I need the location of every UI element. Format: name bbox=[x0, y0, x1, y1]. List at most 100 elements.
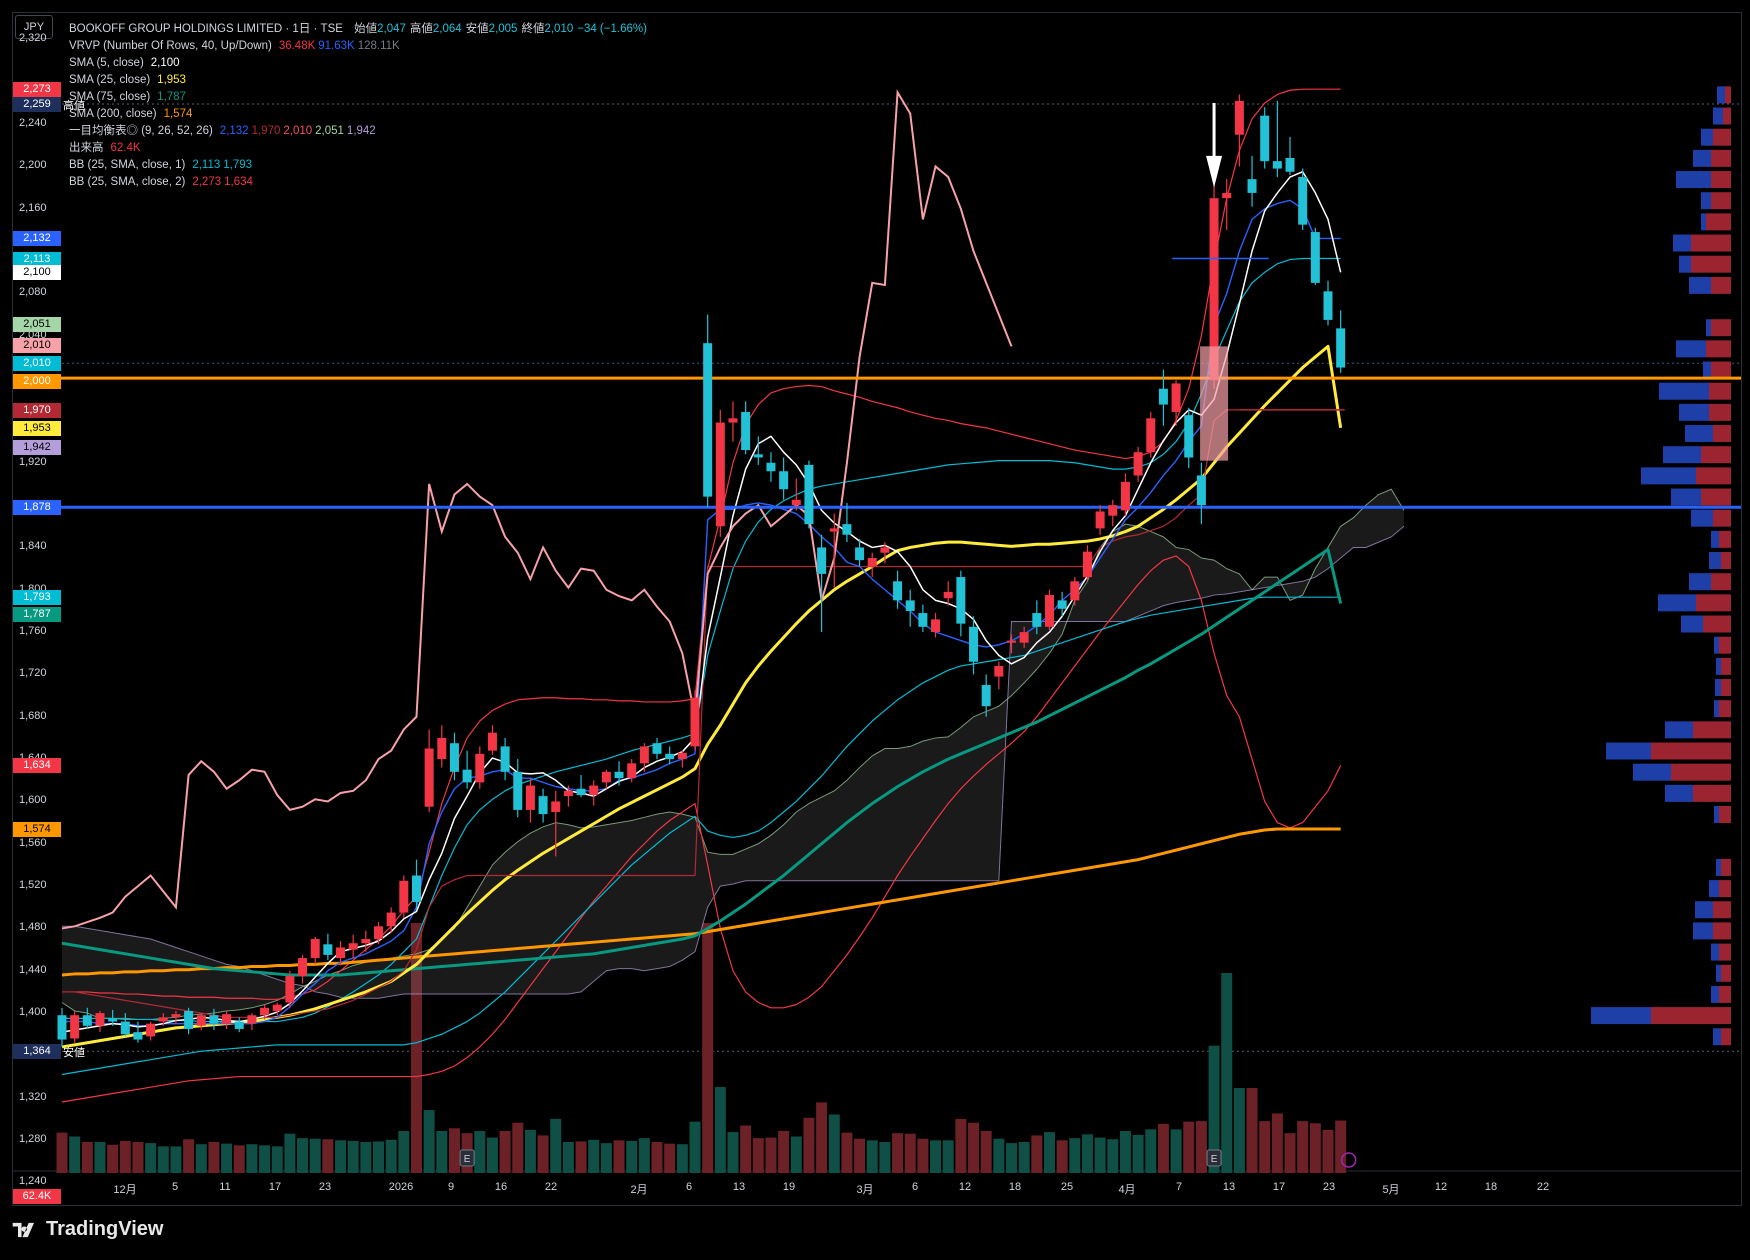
candle-body bbox=[298, 958, 308, 977]
candle-body bbox=[399, 880, 409, 913]
candle-body bbox=[551, 801, 561, 813]
price-tick-label: 1,840 bbox=[19, 540, 47, 553]
price-tick-label: 1,560 bbox=[19, 836, 47, 849]
price-tick-label: 1,440 bbox=[19, 963, 47, 976]
volume-bar bbox=[866, 1140, 878, 1173]
time-tick-label: 11 bbox=[219, 1181, 231, 1193]
candle-body bbox=[791, 499, 801, 506]
price-tag: 1,970 bbox=[13, 402, 61, 418]
indicator-lines bbox=[61, 88, 1343, 1103]
tradingview-logo[interactable]: TradingView bbox=[12, 1218, 163, 1241]
price-tag: 2,132 bbox=[13, 231, 61, 247]
horizontal-lines bbox=[57, 376, 1741, 509]
candle-body bbox=[728, 418, 738, 423]
volume-bar bbox=[373, 1141, 384, 1173]
profile-up-bar bbox=[1665, 784, 1693, 802]
profile-down-bar bbox=[1711, 192, 1731, 210]
profile-down-bar bbox=[1721, 858, 1731, 876]
indicator-name: SMA (25, close) bbox=[69, 74, 151, 86]
volume-bar bbox=[474, 1131, 486, 1173]
candle-body bbox=[310, 939, 320, 959]
volume-bar bbox=[765, 1137, 777, 1173]
profile-up-bar bbox=[1689, 573, 1711, 591]
profile-up-bar bbox=[1701, 128, 1713, 146]
candle-body bbox=[981, 685, 991, 707]
profile-down-bar bbox=[1721, 657, 1731, 675]
profile-up-bar bbox=[1716, 858, 1721, 876]
profile-down-bar bbox=[1651, 742, 1731, 760]
candle-body bbox=[867, 558, 877, 567]
candle-body bbox=[171, 1014, 181, 1018]
sma-5 bbox=[61, 170, 1342, 1033]
indicator-list: VRVP (Number Of Rows, 40, Up/Down) 36.48K… bbox=[69, 38, 647, 191]
candle-body bbox=[829, 528, 839, 532]
volume-bar bbox=[904, 1133, 916, 1173]
volume-bar bbox=[398, 1131, 410, 1173]
price-tag: 1,953 bbox=[13, 420, 61, 436]
candle-body bbox=[639, 746, 649, 764]
candle-body bbox=[601, 771, 611, 783]
bb-lower-1 bbox=[61, 596, 1341, 1076]
candle-body bbox=[956, 577, 966, 624]
earnings-marker bbox=[1206, 1149, 1222, 1167]
indicator-row[interactable]: SMA (75, close) 1,787 bbox=[69, 89, 647, 106]
chikou-span bbox=[61, 89, 1013, 930]
price-tag: 1,878 bbox=[13, 500, 61, 516]
volume-bar bbox=[297, 1138, 309, 1173]
profile-up-bar bbox=[1701, 192, 1711, 210]
currency-selector[interactable]: JPY bbox=[15, 15, 53, 39]
time-tick-label: 4月 bbox=[1118, 1184, 1136, 1196]
indicator-row[interactable]: BB (25, SMA, close, 2) 2,273 1,634 bbox=[69, 174, 647, 191]
indicator-row[interactable]: 一目均衡表◎ (9, 26, 52, 26) 2,132 1,970 2,010 2,0… bbox=[69, 123, 647, 140]
candle-body bbox=[1019, 632, 1029, 643]
profile-down-bar bbox=[1713, 128, 1731, 146]
candle-body bbox=[70, 1015, 80, 1039]
candle-body bbox=[893, 581, 903, 601]
time-tick-label: 2月 bbox=[630, 1184, 648, 1196]
symbol-title[interactable]: BOOKOFF GROUP HOLDINGS LIMITED · 1日 · TS… bbox=[69, 23, 343, 35]
price-tick-label: 2,200 bbox=[19, 159, 47, 172]
candle-body bbox=[374, 926, 383, 940]
candle-body bbox=[1044, 595, 1054, 627]
volume-bar bbox=[714, 1087, 726, 1173]
volume-bar bbox=[752, 1138, 764, 1173]
indicator-row[interactable]: BB (25, SMA, close, 1) 2,113 1,793 bbox=[69, 157, 647, 174]
volume-bar bbox=[816, 1102, 828, 1173]
time-tick-label: 22 bbox=[1536, 1181, 1550, 1193]
price-tag: 1,364 bbox=[13, 1044, 61, 1060]
candle-body bbox=[766, 462, 776, 472]
indicator-row[interactable]: SMA (200, close) 1,574 bbox=[69, 106, 647, 123]
volume-bar bbox=[942, 1140, 954, 1173]
candle-body bbox=[652, 743, 662, 754]
price-tag: 2,010 bbox=[13, 338, 61, 354]
volume-bar bbox=[638, 1138, 650, 1173]
candle-body bbox=[222, 1014, 232, 1024]
candle-body bbox=[779, 471, 789, 490]
indicator-row[interactable]: 出来高 62.4K bbox=[69, 140, 647, 157]
candle-body bbox=[525, 785, 535, 810]
profile-up-bar bbox=[1663, 446, 1701, 464]
price-tick-label: 1,920 bbox=[19, 455, 47, 468]
profile-down-bar bbox=[1671, 763, 1731, 781]
candle-body bbox=[475, 753, 485, 783]
volume-bar bbox=[132, 1142, 144, 1173]
indicator-row[interactable]: SMA (25, close) 1,953 bbox=[69, 72, 647, 89]
candle-body bbox=[1323, 291, 1333, 320]
time-tick-label: 18 bbox=[1484, 1181, 1498, 1193]
volume-bar bbox=[1107, 1139, 1119, 1173]
candle-body bbox=[1007, 640, 1016, 643]
price-tick-label: 2,240 bbox=[19, 117, 47, 130]
indicator-row[interactable]: SMA (5, close) 2,100 bbox=[69, 55, 647, 72]
volume-bar bbox=[1183, 1121, 1195, 1173]
indicator-row[interactable]: VRVP (Number Of Rows, 40, Up/Down) 36.48K… bbox=[69, 38, 647, 55]
candle-body bbox=[1247, 179, 1257, 193]
price-tick-label: 1,320 bbox=[19, 1090, 47, 1103]
volume-bar bbox=[448, 1128, 460, 1173]
ohlc-value: 2,047 bbox=[377, 23, 406, 35]
candle-body bbox=[424, 748, 434, 807]
profile-down-bar bbox=[1693, 784, 1731, 802]
candle-body bbox=[576, 788, 586, 796]
candle-body bbox=[120, 1021, 130, 1035]
